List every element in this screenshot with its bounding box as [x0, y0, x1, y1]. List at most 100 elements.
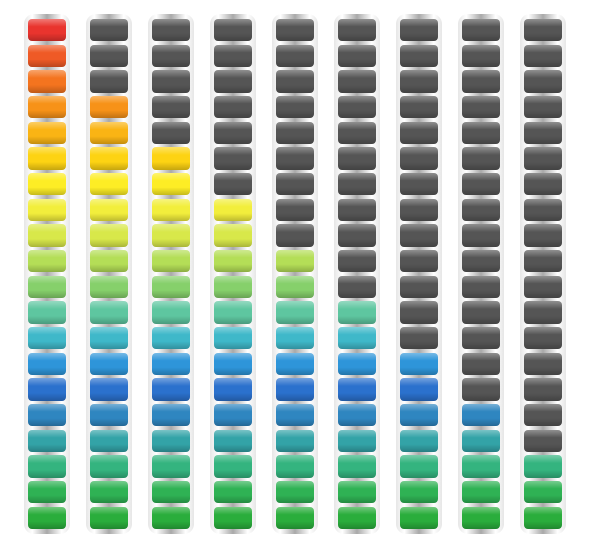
meter-5-segment-2	[276, 45, 314, 67]
meter-2-segment-1	[90, 19, 128, 41]
meter-8-segment-7	[462, 173, 500, 195]
meter-5-segment-20	[276, 507, 314, 529]
meter-2-segment-11	[90, 276, 128, 298]
meter-8-segment-12	[462, 301, 500, 323]
meter-7	[396, 14, 442, 534]
meter-7-segment-12	[400, 301, 438, 323]
meter-1-segment-1	[28, 19, 66, 41]
meter-3	[148, 14, 194, 534]
meter-2-segment-13	[90, 327, 128, 349]
meter-8-segment-1	[462, 19, 500, 41]
meter-1-segment-16	[28, 404, 66, 426]
meter-7-segment-13	[400, 327, 438, 349]
meter-3-segment-11	[152, 276, 190, 298]
meter-4-segment-5	[214, 122, 252, 144]
meter-9-segment-2	[524, 45, 562, 67]
meter-2-segment-16	[90, 404, 128, 426]
meter-3-segment-12	[152, 301, 190, 323]
meter-8-segment-20	[462, 507, 500, 529]
meter-4-segment-10	[214, 250, 252, 272]
meter-7-segment-7	[400, 173, 438, 195]
meter-4-segment-8	[214, 199, 252, 221]
meter-1-segment-8	[28, 199, 66, 221]
meter-1-segment-4	[28, 96, 66, 118]
meter-1-segment-9	[28, 224, 66, 246]
meter-3-segment-15	[152, 378, 190, 400]
meter-2-segment-4	[90, 96, 128, 118]
meter-7-segment-5	[400, 122, 438, 144]
meter-5-segment-13	[276, 327, 314, 349]
meter-9-segment-1	[524, 19, 562, 41]
meter-6-segment-12	[338, 301, 376, 323]
meter-7-segment-10	[400, 250, 438, 272]
meter-6-segment-3	[338, 70, 376, 92]
meter-7-segment-15	[400, 378, 438, 400]
meter-8-segment-16	[462, 404, 500, 426]
meter-2-segment-6	[90, 147, 128, 169]
meter-9	[520, 14, 566, 534]
equalizer-meters	[0, 0, 600, 548]
meter-4-segment-15	[214, 378, 252, 400]
meter-5-segment-16	[276, 404, 314, 426]
meter-2	[86, 14, 132, 534]
meter-1-segment-17	[28, 430, 66, 452]
meter-1-segment-11	[28, 276, 66, 298]
meter-4-segment-16	[214, 404, 252, 426]
meter-4-segment-13	[214, 327, 252, 349]
meter-1-segment-18	[28, 455, 66, 477]
meter-1-segment-10	[28, 250, 66, 272]
meter-8-segment-10	[462, 250, 500, 272]
meter-2-segment-2	[90, 45, 128, 67]
meter-7-segment-4	[400, 96, 438, 118]
meter-9-segment-8	[524, 199, 562, 221]
meter-9-segment-13	[524, 327, 562, 349]
meter-6-segment-17	[338, 430, 376, 452]
meter-2-segment-17	[90, 430, 128, 452]
meter-7-segment-2	[400, 45, 438, 67]
meter-2-segment-9	[90, 224, 128, 246]
meter-8-segment-11	[462, 276, 500, 298]
meter-7-segment-3	[400, 70, 438, 92]
meter-8-segment-9	[462, 224, 500, 246]
meter-7-segment-18	[400, 455, 438, 477]
meter-7-segment-20	[400, 507, 438, 529]
meter-8-segment-17	[462, 430, 500, 452]
meter-2-segment-3	[90, 70, 128, 92]
meter-1-segment-20	[28, 507, 66, 529]
meter-9-segment-9	[524, 224, 562, 246]
meter-3-segment-20	[152, 507, 190, 529]
meter-2-segment-18	[90, 455, 128, 477]
meter-1-segment-5	[28, 122, 66, 144]
meter-1-segment-12	[28, 301, 66, 323]
meter-4-segment-9	[214, 224, 252, 246]
meter-7-segment-11	[400, 276, 438, 298]
meter-9-segment-14	[524, 353, 562, 375]
meter-7-segment-17	[400, 430, 438, 452]
meter-5-segment-11	[276, 276, 314, 298]
meter-3-segment-16	[152, 404, 190, 426]
meter-9-segment-10	[524, 250, 562, 272]
meter-4-segment-18	[214, 455, 252, 477]
meter-6-segment-14	[338, 353, 376, 375]
meter-3-segment-19	[152, 481, 190, 503]
meter-5-segment-1	[276, 19, 314, 41]
meter-2-segment-5	[90, 122, 128, 144]
meter-3-segment-9	[152, 224, 190, 246]
meter-9-segment-7	[524, 173, 562, 195]
meter-5-segment-6	[276, 147, 314, 169]
meter-8-segment-15	[462, 378, 500, 400]
meter-3-segment-13	[152, 327, 190, 349]
meter-2-segment-10	[90, 250, 128, 272]
meter-7-segment-19	[400, 481, 438, 503]
meter-5-segment-5	[276, 122, 314, 144]
meter-8-segment-14	[462, 353, 500, 375]
meter-6-segment-10	[338, 250, 376, 272]
meter-9-segment-18	[524, 455, 562, 477]
meter-6-segment-4	[338, 96, 376, 118]
meter-2-segment-19	[90, 481, 128, 503]
meter-4-segment-20	[214, 507, 252, 529]
meter-9-segment-17	[524, 430, 562, 452]
meter-6-segment-6	[338, 147, 376, 169]
meter-2-segment-7	[90, 173, 128, 195]
meter-3-segment-10	[152, 250, 190, 272]
